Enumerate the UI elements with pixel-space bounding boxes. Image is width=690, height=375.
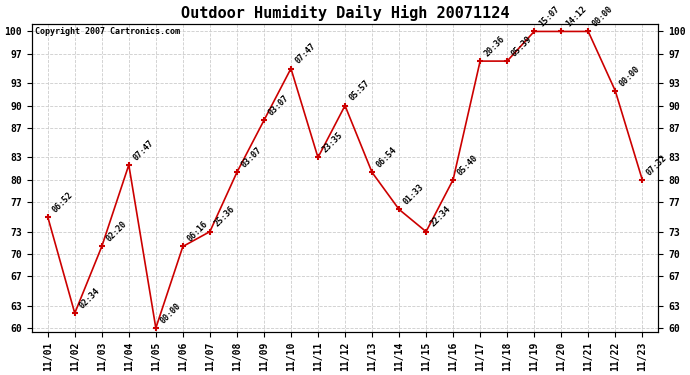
Text: 03:07: 03:07 (267, 94, 290, 118)
Text: 02:20: 02:20 (105, 220, 128, 244)
Text: 00:00: 00:00 (591, 4, 615, 28)
Text: 01:33: 01:33 (402, 183, 426, 207)
Text: 07:47: 07:47 (132, 138, 156, 162)
Title: Outdoor Humidity Daily High 20071124: Outdoor Humidity Daily High 20071124 (181, 6, 509, 21)
Text: 22:34: 22:34 (429, 205, 453, 229)
Text: 23:35: 23:35 (321, 130, 345, 155)
Text: 00:00: 00:00 (159, 301, 183, 325)
Text: 06:52: 06:52 (50, 190, 75, 214)
Text: 05:40: 05:40 (456, 153, 480, 177)
Text: 06:16: 06:16 (186, 220, 210, 244)
Text: 03:07: 03:07 (239, 146, 264, 170)
Text: 05:57: 05:57 (348, 79, 372, 103)
Text: 25:36: 25:36 (213, 205, 237, 229)
Text: 00:00: 00:00 (618, 64, 642, 88)
Text: 14:12: 14:12 (564, 4, 588, 28)
Text: 05:39: 05:39 (510, 34, 534, 58)
Text: 15:07: 15:07 (537, 4, 561, 28)
Text: 07:47: 07:47 (294, 42, 318, 66)
Text: 07:32: 07:32 (645, 153, 669, 177)
Text: Copyright 2007 Cartronics.com: Copyright 2007 Cartronics.com (34, 27, 179, 36)
Text: 02:34: 02:34 (77, 286, 101, 310)
Text: 06:54: 06:54 (375, 146, 399, 170)
Text: 20:36: 20:36 (483, 34, 507, 58)
